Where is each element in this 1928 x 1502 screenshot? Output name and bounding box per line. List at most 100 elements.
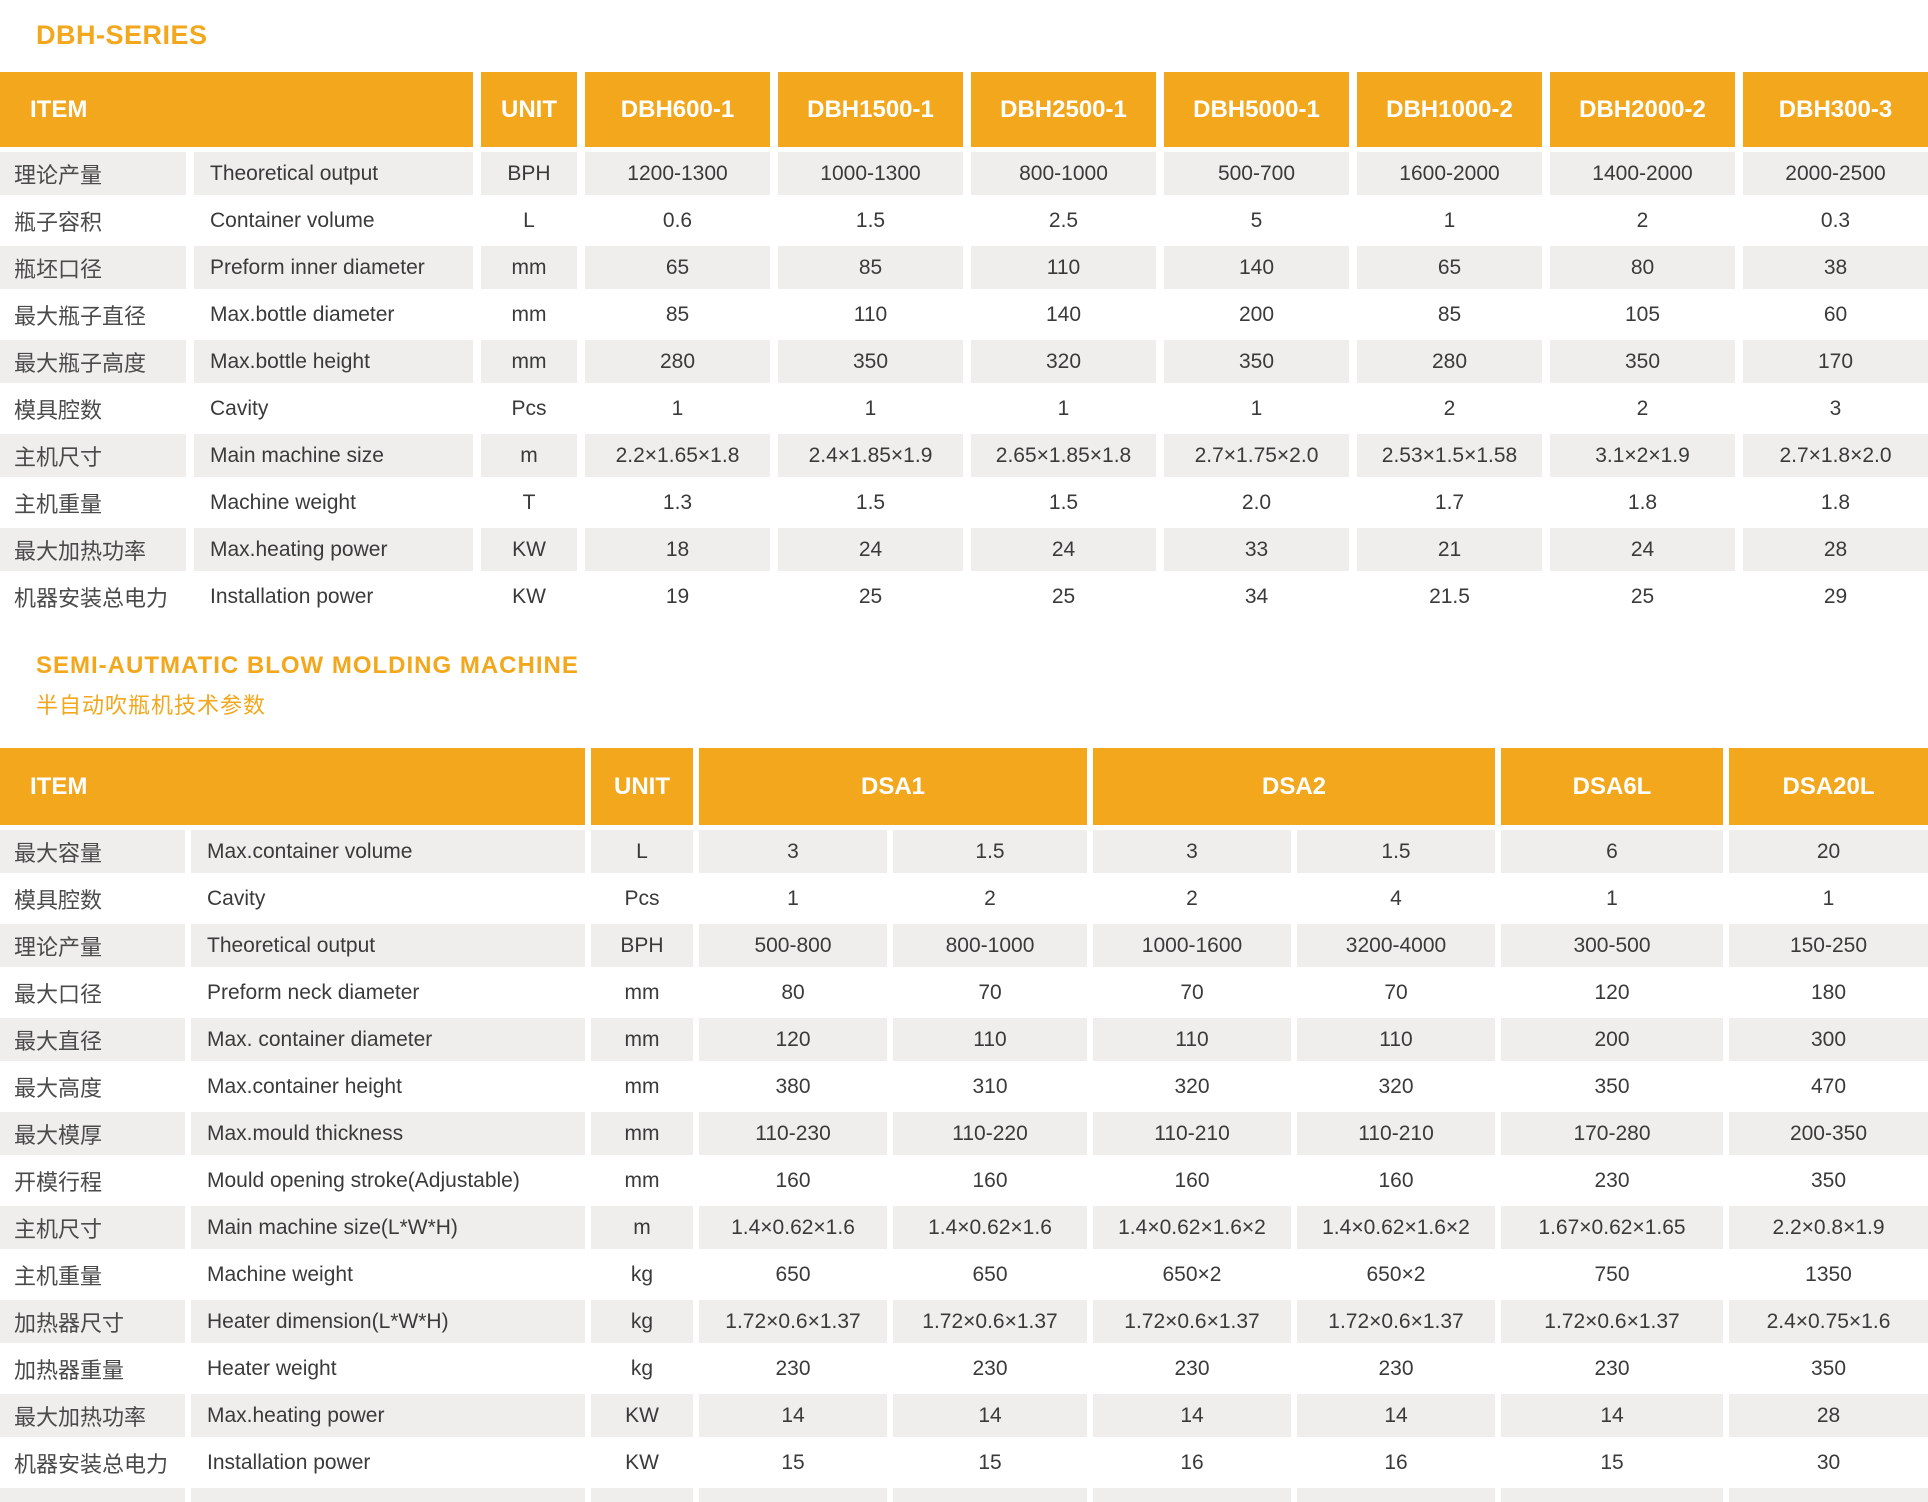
item-name-en: Machine weight xyxy=(191,1251,585,1298)
value-cell: 2.65×1.85×1.8 xyxy=(971,432,1156,479)
value-cell: 3 xyxy=(1743,385,1928,432)
value-cell: 750 xyxy=(1501,1251,1723,1298)
value-cell: 120 xyxy=(1501,969,1723,1016)
column-header: DBH1000-2 xyxy=(1357,72,1542,150)
value-cell: 2.7×1.8×2.0 xyxy=(1743,432,1928,479)
value-cell: 300 xyxy=(1729,1016,1928,1063)
value-cell: 800-1000 xyxy=(893,922,1087,969)
item-name-en: Heater dimension(L*W*H) xyxy=(191,1298,585,1345)
item-name-en: Machine weight xyxy=(194,479,473,526)
value-cell: 110 xyxy=(1297,1016,1495,1063)
next-row-strip xyxy=(1729,1486,1928,1502)
column-header: DSA20L xyxy=(1729,748,1928,828)
item-name-en: Theoretical output xyxy=(191,922,585,969)
item-name-cn: 机器安装总电力 xyxy=(0,573,186,620)
value-cell: 21.5 xyxy=(1357,573,1542,620)
value-cell: 1400-2000 xyxy=(1550,150,1735,197)
value-cell: 350 xyxy=(1729,1345,1928,1392)
value-cell: 1 xyxy=(1164,385,1349,432)
value-cell: 1.4×0.62×1.6×2 xyxy=(1093,1204,1291,1251)
column-header: DBH1500-1 xyxy=(778,72,963,150)
next-row-strip xyxy=(1297,1486,1495,1502)
section2-title-block: SEMI-AUTMATIC BLOW MOLDING MACHINE 半自动吹瓶… xyxy=(36,652,579,720)
unit-cell: m xyxy=(481,432,577,479)
value-cell: 60 xyxy=(1743,291,1928,338)
item-name-cn: 机器安装总电力 xyxy=(0,1439,185,1486)
item-name-cn: 开模行程 xyxy=(0,1157,185,1204)
value-cell: 14 xyxy=(1501,1392,1723,1439)
next-row-strip xyxy=(699,1486,887,1502)
value-cell: 1 xyxy=(971,385,1156,432)
next-row-strip xyxy=(893,1486,1087,1502)
value-cell: 650×2 xyxy=(1297,1251,1495,1298)
value-cell: 1.4×0.62×1.6×2 xyxy=(1297,1204,1495,1251)
section1-title: DBH-SERIES xyxy=(36,20,208,50)
value-cell: 470 xyxy=(1729,1063,1928,1110)
value-cell: 2.7×1.75×2.0 xyxy=(1164,432,1349,479)
value-cell: 14 xyxy=(1093,1392,1291,1439)
item-name-cn: 瓶子容积 xyxy=(0,197,186,244)
item-name-en: Installation power xyxy=(191,1439,585,1486)
item-name-cn: 加热器重量 xyxy=(0,1345,185,1392)
column-header: DBH2500-1 xyxy=(971,72,1156,150)
value-cell: 1.5 xyxy=(778,197,963,244)
value-cell: 20 xyxy=(1729,828,1928,875)
value-cell: 24 xyxy=(971,526,1156,573)
item-name-cn: 最大加热功率 xyxy=(0,526,186,573)
unit-cell: kg xyxy=(591,1298,693,1345)
value-cell: 160 xyxy=(893,1157,1087,1204)
item-name-cn: 理论产量 xyxy=(0,922,185,969)
value-cell: 28 xyxy=(1729,1392,1928,1439)
unit-cell: Pcs xyxy=(481,385,577,432)
value-cell: 650 xyxy=(699,1251,887,1298)
value-cell: 1600-2000 xyxy=(1357,150,1542,197)
item-header: ITEM xyxy=(0,72,473,150)
value-cell: 2 xyxy=(1093,875,1291,922)
value-cell: 230 xyxy=(1501,1157,1723,1204)
value-cell: 3200-4000 xyxy=(1297,922,1495,969)
value-cell: 110-210 xyxy=(1093,1110,1291,1157)
value-cell: 170-280 xyxy=(1501,1110,1723,1157)
item-name-en: Max.heating power xyxy=(191,1392,585,1439)
unit-cell: KW xyxy=(481,526,577,573)
value-cell: 500-700 xyxy=(1164,150,1349,197)
value-cell: 110-230 xyxy=(699,1110,887,1157)
item-name-cn: 最大高度 xyxy=(0,1063,185,1110)
value-cell: 14 xyxy=(893,1392,1087,1439)
value-cell: 140 xyxy=(971,291,1156,338)
item-name-en: Cavity xyxy=(191,875,585,922)
value-cell: 160 xyxy=(1093,1157,1291,1204)
value-cell: 2 xyxy=(893,875,1087,922)
value-cell: 3 xyxy=(699,828,887,875)
item-name-en: Max.bottle diameter xyxy=(194,291,473,338)
value-cell: 1 xyxy=(1357,197,1542,244)
value-cell: 1 xyxy=(778,385,963,432)
item-name-cn: 加热器尺寸 xyxy=(0,1298,185,1345)
value-cell: 1.3 xyxy=(585,479,770,526)
value-cell: 19 xyxy=(585,573,770,620)
unit-cell: L xyxy=(481,197,577,244)
item-name-en: Max.mould thickness xyxy=(191,1110,585,1157)
value-cell: 5 xyxy=(1164,197,1349,244)
value-cell: 180 xyxy=(1729,969,1928,1016)
value-cell: 110 xyxy=(971,244,1156,291)
value-cell: 310 xyxy=(893,1063,1087,1110)
value-cell: 230 xyxy=(1501,1345,1723,1392)
unit-cell: mm xyxy=(481,244,577,291)
value-cell: 1.8 xyxy=(1743,479,1928,526)
column-header: DSA2 xyxy=(1093,748,1495,828)
value-cell: 65 xyxy=(585,244,770,291)
value-cell: 1 xyxy=(1501,875,1723,922)
value-cell: 105 xyxy=(1550,291,1735,338)
value-cell: 200 xyxy=(1501,1016,1723,1063)
value-cell: 1.8 xyxy=(1550,479,1735,526)
value-cell: 15 xyxy=(699,1439,887,1486)
value-cell: 350 xyxy=(778,338,963,385)
value-cell: 160 xyxy=(699,1157,887,1204)
value-cell: 350 xyxy=(1501,1063,1723,1110)
unit-header: UNIT xyxy=(481,72,577,150)
value-cell: 30 xyxy=(1729,1439,1928,1486)
value-cell: 1.4×0.62×1.6 xyxy=(699,1204,887,1251)
value-cell: 160 xyxy=(1297,1157,1495,1204)
value-cell: 230 xyxy=(1093,1345,1291,1392)
